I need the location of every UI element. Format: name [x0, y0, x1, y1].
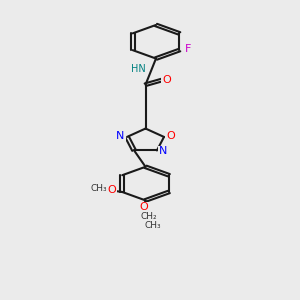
Text: HN: HN [131, 64, 146, 74]
Text: N: N [116, 131, 125, 141]
Text: O: O [140, 202, 148, 212]
Text: CH₃: CH₃ [145, 221, 161, 230]
Text: F: F [184, 44, 191, 54]
Text: N: N [159, 146, 168, 156]
Text: O: O [107, 185, 116, 195]
Text: O: O [166, 131, 175, 141]
Text: CH₂: CH₂ [140, 212, 157, 221]
Text: CH₃: CH₃ [91, 184, 107, 193]
Text: O: O [162, 75, 171, 85]
